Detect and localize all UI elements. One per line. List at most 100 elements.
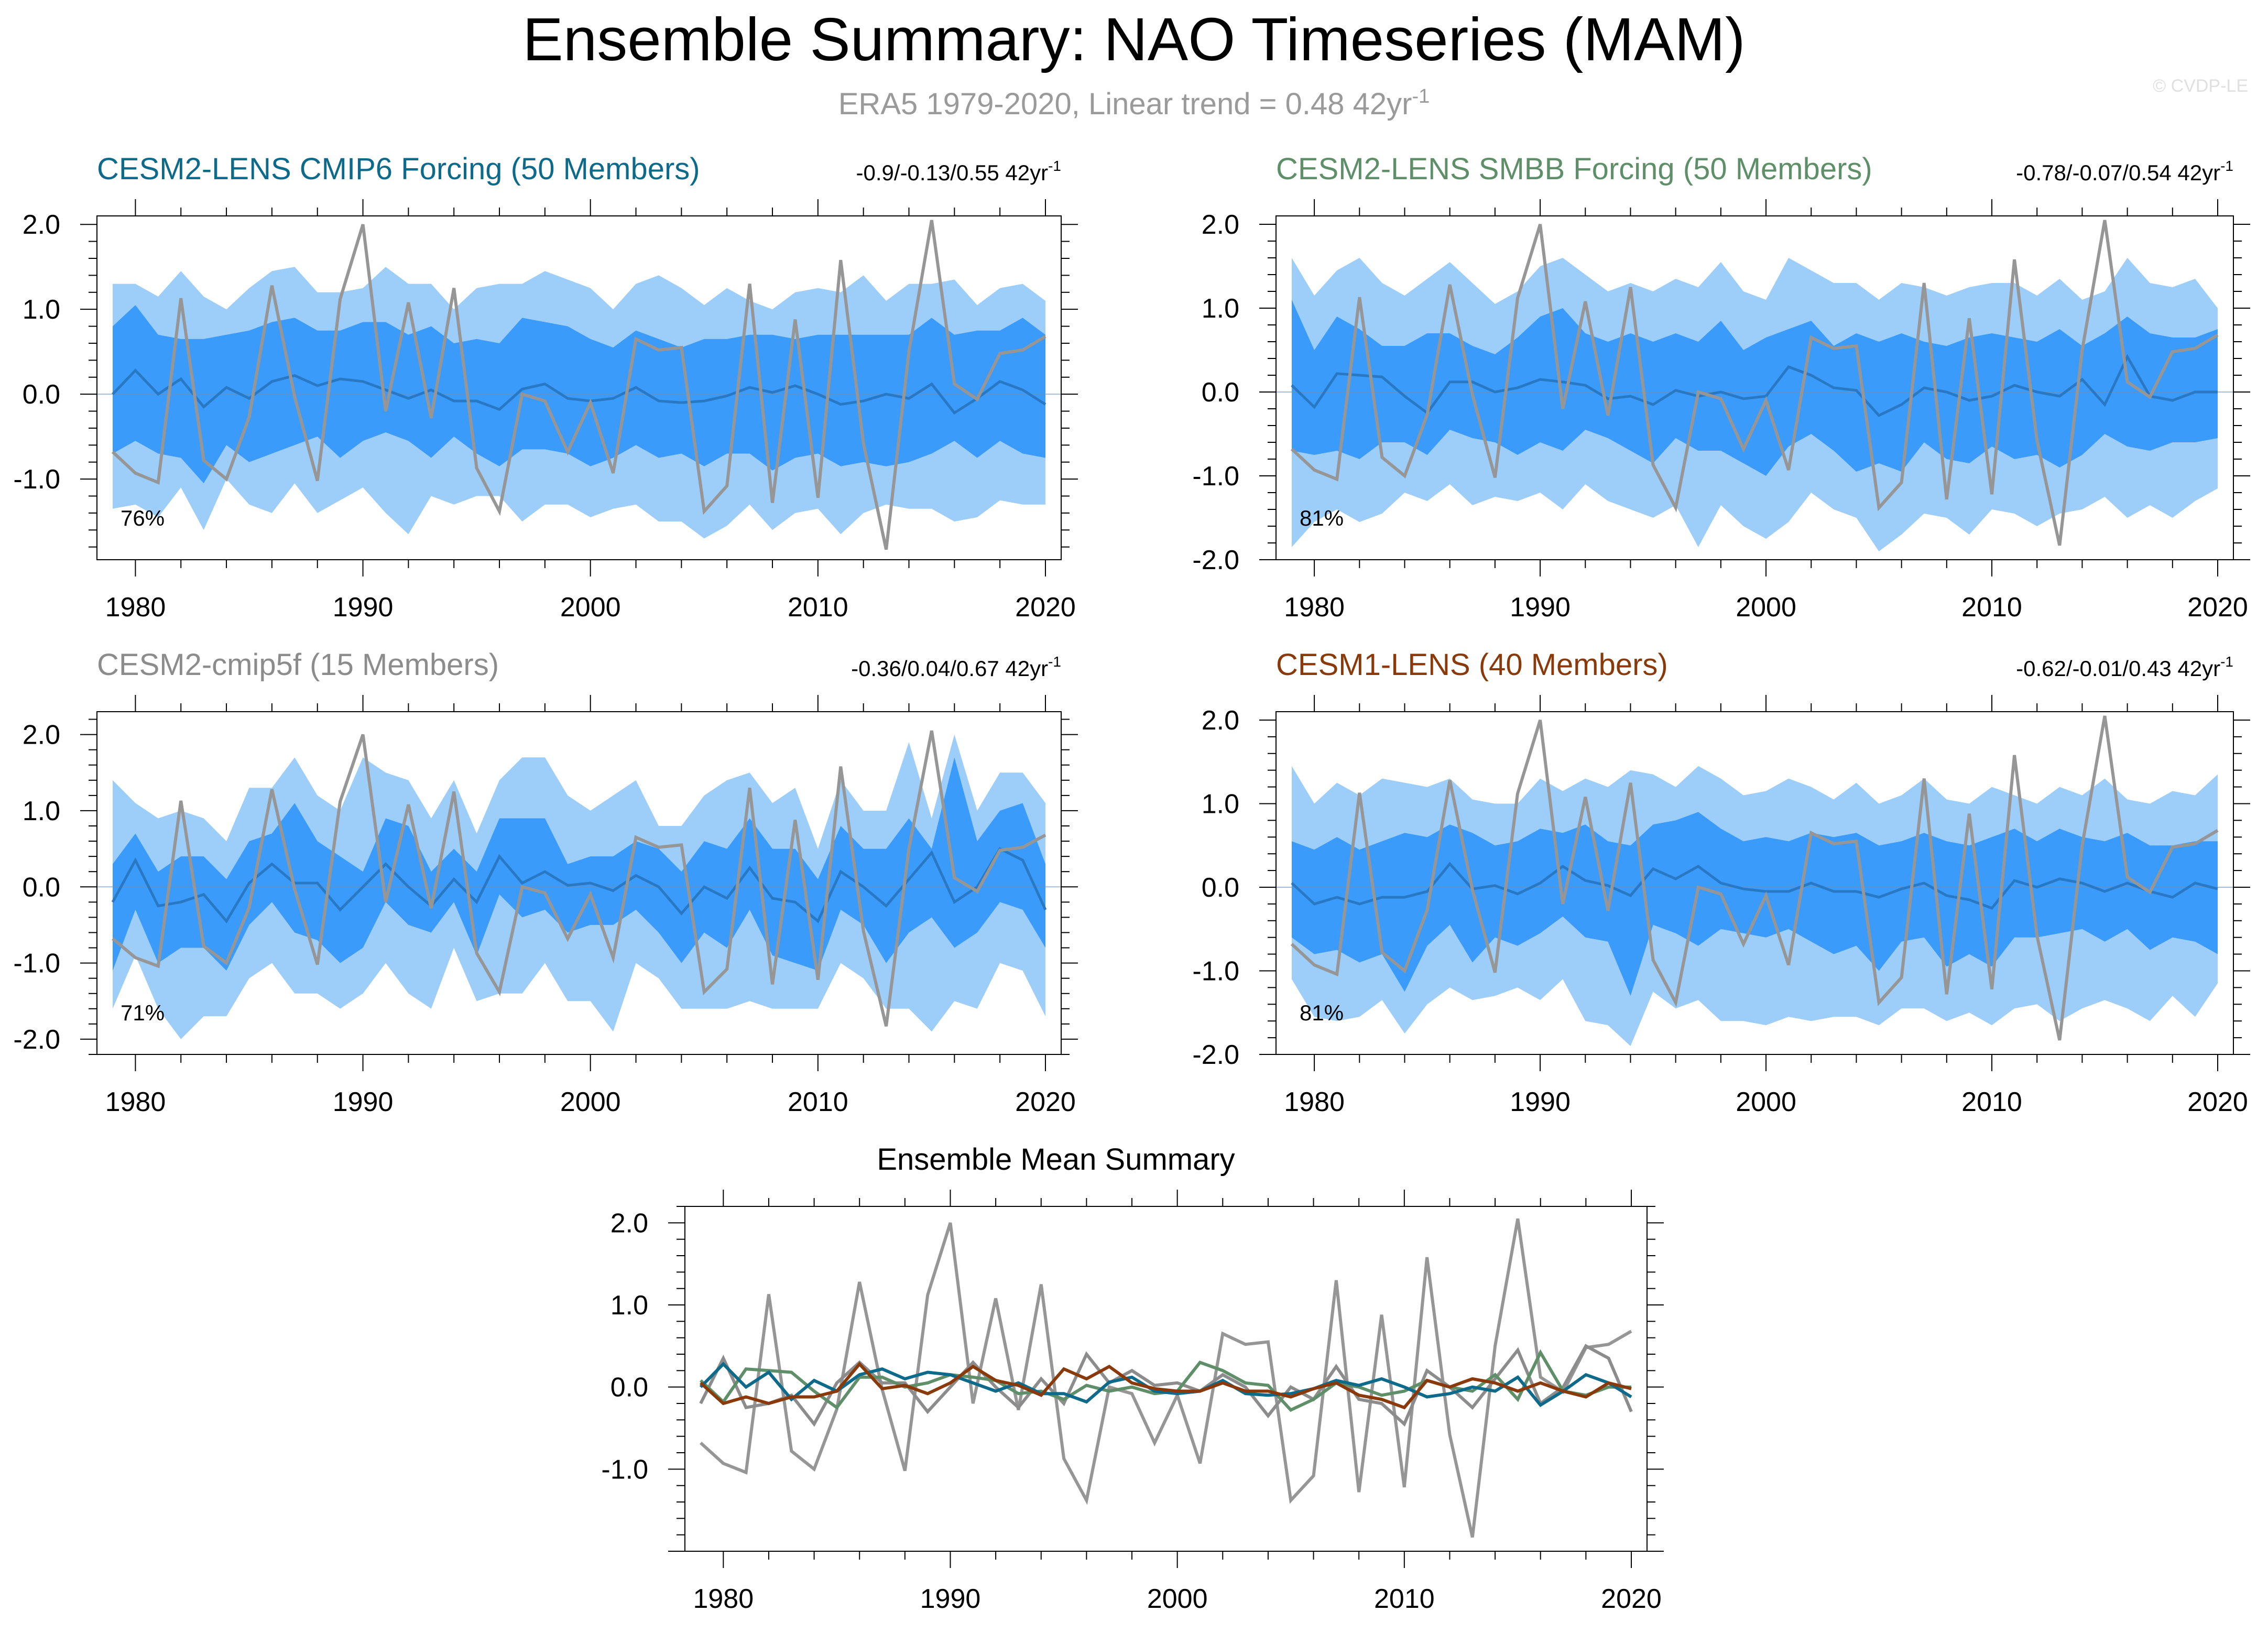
- plot-frame: [1275, 215, 2234, 560]
- ensemble-mean-line: [1291, 862, 2218, 910]
- panels: CESM2-LENS CMIP6 Forcing (50 Members) -0.…: [13, 152, 2250, 1614]
- x-tick-label: 1980: [693, 1584, 754, 1614]
- panel-5: Ensemble Mean Summary 1980 1990 2000 2010 202…: [601, 1142, 1664, 1614]
- ensemble-mean-line: [111, 847, 1047, 923]
- x-tick-label: 2010: [1961, 592, 2022, 623]
- y-tick-label: 1.0: [23, 295, 60, 325]
- trend-text: -0.62/-0.01/0.43 42yr: [2016, 656, 2220, 681]
- y-tick-label: 0.0: [1202, 377, 1239, 408]
- plot-frame: [96, 215, 1062, 560]
- y-tick-label: -1.0: [1192, 461, 1239, 492]
- x-tick-label: 1980: [105, 1087, 166, 1117]
- main-title: Ensemble Summary: NAO Timeseries (MAM): [522, 5, 1745, 73]
- x-tick-label: 1980: [1284, 1087, 1345, 1117]
- panel-2: CESM2-LENS SMBB Forcing (50 Members) -0.7…: [1192, 152, 2250, 623]
- y-tick-label: 2.0: [23, 720, 60, 750]
- trend-label: -0.9/-0.13/0.55 42yr-1: [856, 158, 1061, 185]
- trend-sup: -1: [2220, 158, 2233, 174]
- x-tick-label: 1990: [333, 592, 394, 623]
- subtitle-text: ERA5 1979-2020, Linear trend = 0.48 42yr: [838, 87, 1412, 121]
- observed-line: [699, 1218, 1632, 1538]
- x-tick-label: 1990: [333, 1087, 394, 1117]
- x-tick-label: 2000: [1147, 1584, 1208, 1614]
- y-tick-label: 2.0: [610, 1208, 648, 1238]
- y-tick-label: 0.0: [610, 1373, 648, 1403]
- y-tick-label: -2.0: [1192, 1040, 1239, 1070]
- subtitle: ERA5 1979-2020, Linear trend = 0.48 42yr…: [838, 85, 1430, 121]
- x-tick-label: 1990: [1510, 592, 1571, 623]
- plot-frame: [96, 711, 1062, 1055]
- x-tick-label: 2000: [560, 592, 621, 623]
- trend-sup: -1: [1048, 654, 1061, 670]
- x-tick-label: 2000: [1736, 592, 1796, 623]
- panel-title: CESM2-LENS SMBB Forcing (50 Members): [1276, 152, 1872, 186]
- y-tick-label: 1.0: [610, 1290, 648, 1321]
- plot-frame: [1275, 711, 2234, 1055]
- y-tick-label: -1.0: [13, 949, 60, 979]
- ensemble-mean-line: [112, 368, 1046, 415]
- trend-label: -0.62/-0.01/0.43 42yr-1: [2016, 654, 2233, 681]
- trend-label: -0.36/0.04/0.67 42yr-1: [851, 654, 1061, 681]
- y-tick-label: 1.0: [1202, 789, 1239, 819]
- y-tick-label: -1.0: [1192, 956, 1239, 986]
- x-tick-label: 2020: [1015, 1087, 1076, 1117]
- cesm1-mean-line: [699, 1362, 1632, 1410]
- x-tick-label: 2010: [788, 592, 848, 623]
- y-tick-label: -2.0: [13, 1025, 60, 1055]
- x-tick-label: 2020: [2187, 1087, 2248, 1117]
- panel-4: CESM1-LENS (40 Members) -0.62/-0.01/0.43 …: [1192, 648, 2250, 1117]
- y-tick-label: 2.0: [1202, 210, 1239, 240]
- y-tick-label: 1.0: [23, 796, 60, 826]
- observed-line: [1290, 715, 2219, 1041]
- percent-label: 76%: [121, 506, 165, 530]
- x-tick-label: 1980: [105, 592, 166, 623]
- y-tick-label: 2.0: [1202, 705, 1239, 736]
- observed-line: [1290, 220, 2219, 546]
- panel-3: CESM2-cmip5f (15 Members) -0.36/0.04/0.67…: [13, 648, 1078, 1117]
- ensemble-mean-line: [1291, 354, 2218, 417]
- trend-text: -0.36/0.04/0.67 42yr: [851, 656, 1048, 681]
- watermark: © CVDP-LE: [2153, 76, 2248, 96]
- observed-line: [112, 730, 1046, 1027]
- x-tick-label: 1990: [920, 1584, 981, 1614]
- subtitle-sup: -1: [1412, 85, 1430, 107]
- panel-title: CESM1-LENS (40 Members): [1276, 648, 1668, 682]
- x-tick-label: 1990: [1510, 1087, 1571, 1117]
- x-tick-label: 2010: [788, 1087, 848, 1117]
- x-tick-label: 1980: [1284, 592, 1345, 623]
- percent-label: 81%: [1300, 1000, 1344, 1025]
- y-tick-label: 1.0: [1202, 293, 1239, 324]
- inner-spread-band: [1292, 300, 2218, 476]
- cmip5f-mean-line: [699, 1344, 1633, 1427]
- x-tick-label: 2020: [1601, 1584, 1662, 1614]
- panel-1: CESM2-LENS CMIP6 Forcing (50 Members) -0.…: [13, 152, 1078, 623]
- observed-line: [111, 220, 1046, 550]
- cmip6-mean-line: [699, 1362, 1632, 1408]
- x-tick-label: 2000: [1736, 1087, 1796, 1117]
- plot-frame: [684, 1206, 1648, 1552]
- plot-area: [685, 1206, 1647, 1551]
- trend-text: -0.9/-0.13/0.55 42yr: [856, 160, 1049, 185]
- percent-label: 81%: [1300, 506, 1344, 530]
- trend-sup: -1: [1048, 158, 1061, 174]
- x-tick-label: 2010: [1374, 1584, 1435, 1614]
- y-tick-label: -1.0: [13, 464, 60, 495]
- y-tick-label: 0.0: [23, 872, 60, 902]
- panel-title: Ensemble Mean Summary: [877, 1142, 1235, 1177]
- panel-title: CESM2-cmip5f (15 Members): [97, 648, 499, 682]
- trend-sup: -1: [2220, 654, 2233, 670]
- trend-label: -0.78/-0.07/0.54 42yr-1: [2016, 158, 2233, 185]
- x-tick-label: 2000: [560, 1087, 621, 1117]
- y-tick-label: -1.0: [601, 1454, 648, 1485]
- trend-text: -0.78/-0.07/0.54 42yr: [2016, 160, 2220, 185]
- y-tick-label: 2.0: [23, 210, 60, 240]
- x-tick-label: 2020: [2187, 592, 2248, 623]
- y-tick-label: -2.0: [1192, 545, 1239, 575]
- percent-label: 71%: [121, 1000, 165, 1025]
- panel-title: CESM2-LENS CMIP6 Forcing (50 Members): [97, 152, 700, 186]
- y-tick-label: 0.0: [1202, 873, 1239, 903]
- x-tick-label: 2020: [1015, 592, 1076, 623]
- x-tick-label: 2010: [1961, 1087, 2022, 1117]
- y-tick-label: 0.0: [23, 379, 60, 410]
